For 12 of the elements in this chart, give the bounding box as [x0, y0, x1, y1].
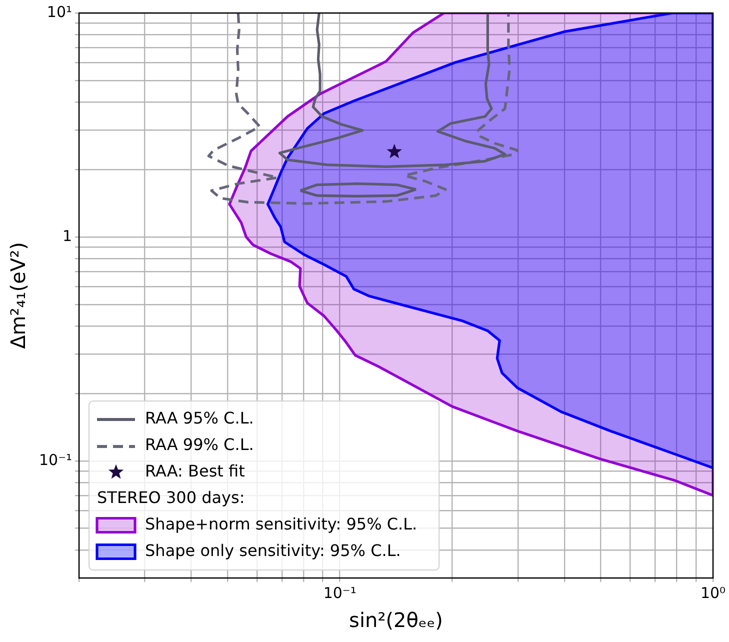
x-axis-title: sin²(2θₑₑ) [349, 608, 443, 632]
legend-label: Shape only sensitivity: 95% C.L. [145, 540, 401, 560]
y-tick-label: 10⁻¹ [38, 450, 72, 469]
y-tick-label: 10¹ [46, 2, 72, 21]
legend-title: STEREO 300 days: [97, 488, 245, 507]
legend-label: RAA: Best fit [145, 461, 245, 480]
x-tick-label: 10⁰ [700, 584, 726, 602]
y-tick-label: 1 [62, 226, 72, 245]
legend-label: RAA 99% C.L. [145, 434, 254, 454]
y-axis-title: Δm²₄₁(eV²) [6, 242, 30, 349]
legend-label: Shape+norm sensitivity: 95% C.L. [145, 514, 418, 534]
legend-label: RAA 95% C.L. [145, 408, 254, 428]
